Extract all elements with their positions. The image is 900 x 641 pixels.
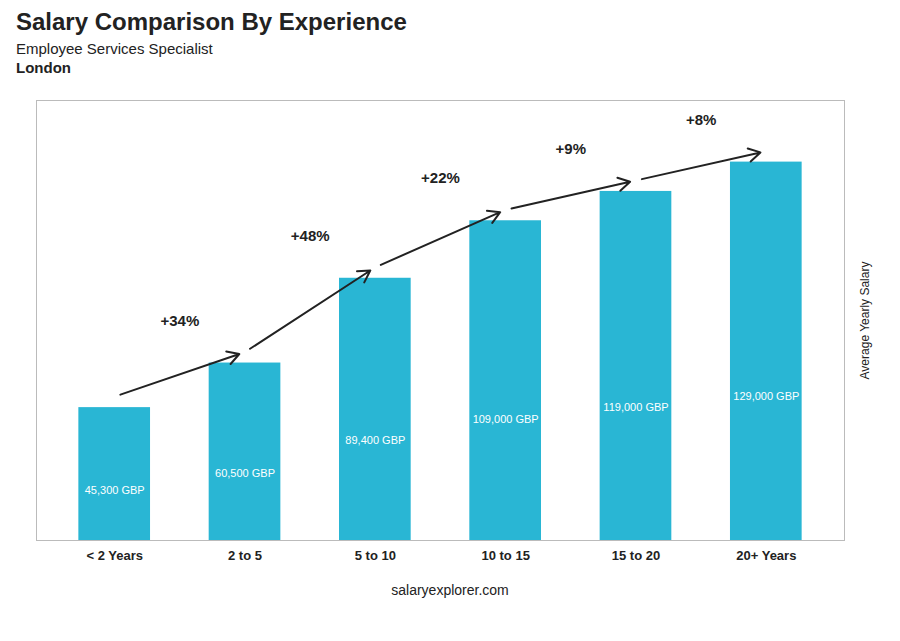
html-text:Employee Services Specialist: Employee Services Specialist (16, 40, 213, 57)
svg-text:60,500 GBP: 60,500 GBP (215, 467, 275, 479)
svg-text:10 to 15: 10 to 15 (481, 548, 529, 563)
svg-text:45,300 GBP: 45,300 GBP (85, 484, 145, 496)
svg-text:5 to 10: 5 to 10 (355, 548, 396, 563)
svg-text:+48%: +48% (291, 227, 330, 244)
svg-text:15 to 20: 15 to 20 (612, 548, 660, 563)
svg-text:109,000 GBP: 109,000 GBP (473, 413, 539, 425)
svg-text:< 2 Years: < 2 Years (86, 548, 143, 563)
html-text:London: London (16, 59, 71, 76)
svg-text:129,000 GBP: 129,000 GBP (733, 390, 799, 402)
svg-text:119,000 GBP: 119,000 GBP (603, 401, 668, 413)
svg-text:89,400 GBP: 89,400 GBP (345, 434, 405, 446)
svg-text:20+ Years: 20+ Years (736, 548, 796, 563)
svg-text:Average Yearly Salary: Average Yearly Salary (858, 262, 872, 380)
html-text:Salary Comparison By Experienc: Salary Comparison By Experience (16, 8, 407, 35)
svg-text:+9%: +9% (556, 140, 586, 157)
svg-text:+34%: +34% (160, 312, 199, 329)
svg-text:+22%: +22% (421, 169, 460, 186)
svg-text:2 to 5: 2 to 5 (228, 548, 262, 563)
html-text:salaryexplorer.com: salaryexplorer.com (391, 582, 509, 598)
svg-text:+8%: +8% (686, 111, 716, 128)
